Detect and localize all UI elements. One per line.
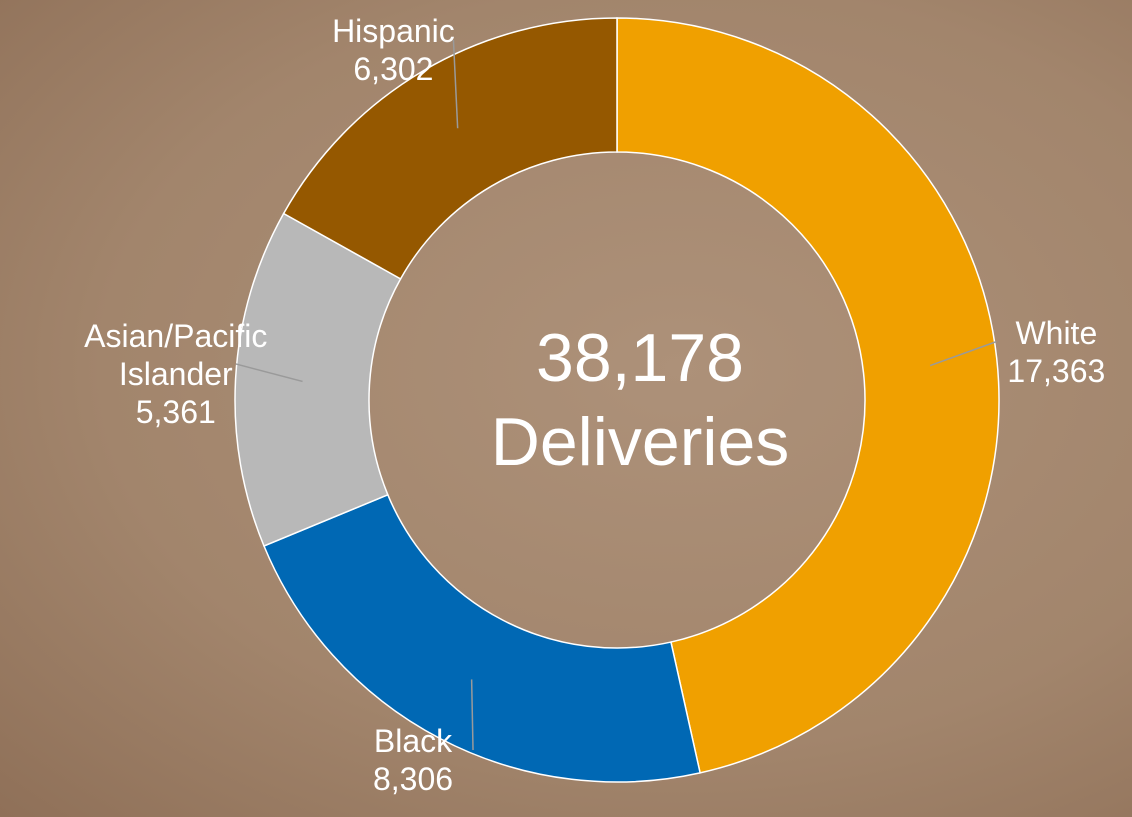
value-label: 6,302 [293, 50, 493, 88]
center-total: 38,178 [491, 316, 790, 400]
page: {"chart_data": {"type": "donut", "catego… [0, 0, 1132, 817]
category-label: White [956, 314, 1132, 352]
value-label: 17,363 [956, 352, 1132, 390]
center-caption: Deliveries [491, 400, 790, 484]
center-label: 38,178 Deliveries [491, 316, 790, 484]
category-label: Black [313, 722, 513, 760]
category-label: Hispanic [293, 12, 493, 50]
value-label: 5,361 [76, 393, 276, 431]
value-label: 8,306 [313, 760, 513, 798]
category-label: Asian/Pacific Islander [76, 317, 276, 393]
